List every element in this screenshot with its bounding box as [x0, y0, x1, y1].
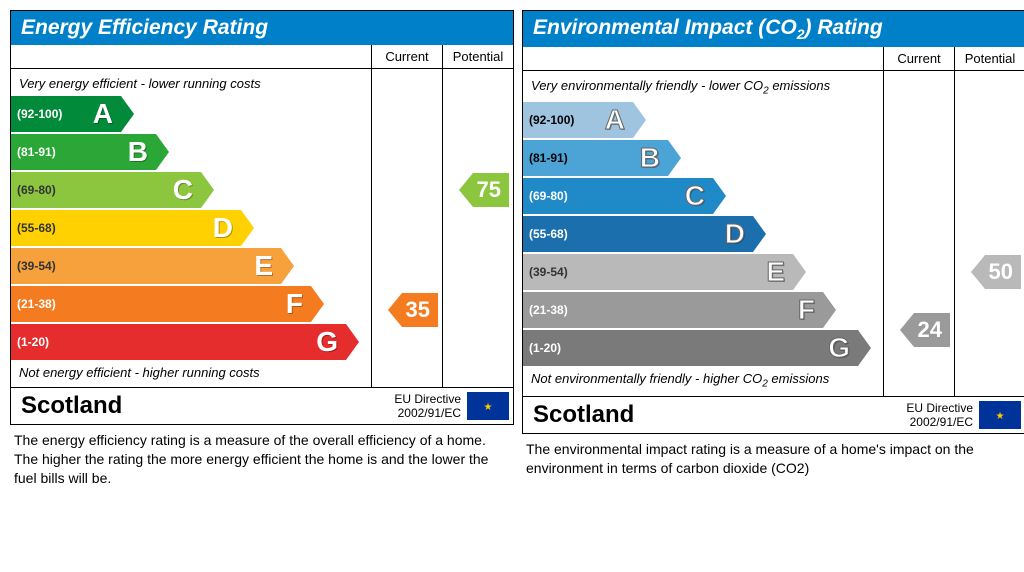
rating-band-f: (21-38) F: [11, 286, 311, 322]
region-label: Scotland: [523, 397, 906, 433]
rating-band-a: (92-100) A: [11, 96, 121, 132]
band-letter: F: [798, 294, 815, 326]
col-current: Current: [372, 45, 443, 68]
rating-band-e: (39-54) E: [523, 254, 793, 290]
header-row: Current Potential: [523, 47, 1024, 71]
band-range: (92-100): [11, 107, 62, 121]
top-caption: Very environmentally friendly - lower CO…: [523, 75, 883, 100]
band-letter: C: [173, 174, 193, 206]
rating-band-g: (1-20) G: [523, 330, 858, 366]
rating-band-g: (1-20) G: [11, 324, 346, 360]
chart-description: The energy efficiency rating is a measur…: [10, 425, 514, 494]
chart-title: Energy Efficiency Rating: [11, 11, 513, 45]
chart-title: Environmental Impact (CO2) Rating: [523, 11, 1024, 47]
eu-flag-icon: ⋆: [979, 401, 1021, 429]
chart-description: The environmental impact rating is a mea…: [522, 434, 1024, 484]
rating-band-c: (69-80) C: [11, 172, 201, 208]
rating-band-d: (55-68) D: [11, 210, 241, 246]
band-range: (92-100): [523, 113, 574, 127]
rating-band-a: (92-100) A: [523, 102, 633, 138]
bottom-caption: Not energy efficient - higher running co…: [11, 362, 371, 383]
band-letter: C: [685, 180, 705, 212]
col-potential: Potential: [955, 47, 1024, 70]
potential-rating-arrow: 75: [473, 173, 509, 207]
rating-band-f: (21-38) F: [523, 292, 823, 328]
rating-band-b: (81-91) B: [11, 134, 156, 170]
band-range: (1-20): [11, 335, 49, 349]
band-letter: A: [605, 104, 625, 136]
band-letter: D: [213, 212, 233, 244]
bottom-caption: Not environmentally friendly - higher CO…: [523, 368, 883, 393]
rating-band-d: (55-68) D: [523, 216, 753, 252]
region-label: Scotland: [11, 388, 394, 424]
band-letter: E: [766, 256, 785, 288]
band-range: (69-80): [523, 189, 568, 203]
rating-band-e: (39-54) E: [11, 248, 281, 284]
col-current: Current: [884, 47, 955, 70]
band-letter: D: [725, 218, 745, 250]
bars-column: Very energy efficient - lower running co…: [11, 69, 372, 387]
energy-efficiency-chart: Energy Efficiency Rating Current Potenti…: [10, 10, 514, 425]
band-letter: F: [286, 288, 303, 320]
chart-footer: Scotland EU Directive2002/91/EC ⋆: [11, 387, 513, 424]
band-letter: G: [316, 326, 338, 358]
potential-rating-arrow: 50: [985, 255, 1021, 289]
band-range: (39-54): [11, 259, 56, 273]
band-range: (1-20): [523, 341, 561, 355]
band-range: (81-91): [11, 145, 56, 159]
band-range: (21-38): [11, 297, 56, 311]
rating-band-b: (81-91) B: [523, 140, 668, 176]
header-row: Current Potential: [11, 45, 513, 69]
band-letter: A: [93, 98, 113, 130]
directive-label: EU Directive2002/91/EC: [394, 392, 467, 421]
rating-band-c: (69-80) C: [523, 178, 713, 214]
band-range: (39-54): [523, 265, 568, 279]
top-caption: Very energy efficient - lower running co…: [11, 73, 371, 94]
band-range: (55-68): [11, 221, 56, 235]
chart-footer: Scotland EU Directive2002/91/EC ⋆: [523, 396, 1024, 433]
band-letter: B: [640, 142, 660, 174]
potential-column: 75: [443, 69, 513, 387]
current-column: 24: [884, 71, 955, 396]
band-range: (21-38): [523, 303, 568, 317]
band-letter: G: [828, 332, 850, 364]
band-range: (81-91): [523, 151, 568, 165]
bars-column: Very environmentally friendly - lower CO…: [523, 71, 884, 396]
environmental-impact-chart: Environmental Impact (CO2) Rating Curren…: [522, 10, 1024, 434]
directive-label: EU Directive2002/91/EC: [906, 401, 979, 430]
eu-flag-icon: ⋆: [467, 392, 509, 420]
current-rating-arrow: 24: [914, 313, 950, 347]
band-range: (55-68): [523, 227, 568, 241]
current-rating-arrow: 35: [402, 293, 438, 327]
potential-column: 50: [955, 71, 1024, 396]
band-letter: E: [254, 250, 273, 282]
band-range: (69-80): [11, 183, 56, 197]
col-potential: Potential: [443, 45, 513, 68]
band-letter: B: [128, 136, 148, 168]
current-column: 35: [372, 69, 443, 387]
